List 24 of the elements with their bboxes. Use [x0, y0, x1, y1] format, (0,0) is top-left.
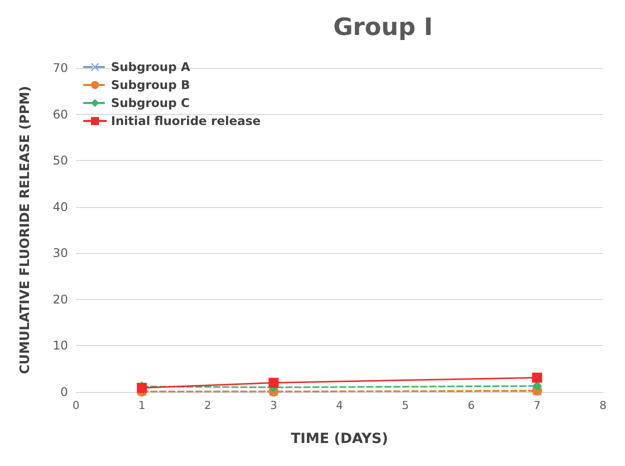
- y-tick-label: 10: [52, 338, 68, 353]
- x-tick-label: 7: [534, 399, 541, 412]
- x-tick-label: 8: [600, 399, 606, 412]
- x-tick-label: 0: [72, 399, 80, 412]
- y-axis-title: CUMULATIVE FLUORIDE RELEASE (PPM): [18, 86, 33, 374]
- legend-label: Initial fluoride release: [111, 114, 261, 128]
- chart-title: Group Ⅰ: [333, 13, 433, 41]
- x-tick-label: 2: [204, 399, 212, 412]
- x-tick-label: 3: [270, 399, 278, 412]
- x-tick-label: 5: [402, 399, 409, 412]
- y-tick-label: 20: [52, 292, 68, 306]
- x-axis-title: TIME (DAYS): [290, 431, 388, 447]
- x-tick-label: 6: [468, 399, 475, 412]
- y-tick-label: 40: [52, 200, 68, 214]
- y-tick-label: 0: [60, 385, 68, 399]
- y-tick-label: 60: [52, 107, 68, 122]
- legend-label: Subgroup A: [111, 60, 191, 74]
- y-tick-label: 70: [52, 61, 68, 75]
- x-tick-label: 1: [138, 399, 146, 412]
- legend-label: Subgroup B: [111, 78, 190, 92]
- legend-label: Subgroup C: [111, 96, 190, 110]
- y-tick-label: 30: [52, 246, 68, 260]
- y-tick-label: 50: [52, 154, 68, 168]
- x-tick-label: 4: [336, 399, 343, 412]
